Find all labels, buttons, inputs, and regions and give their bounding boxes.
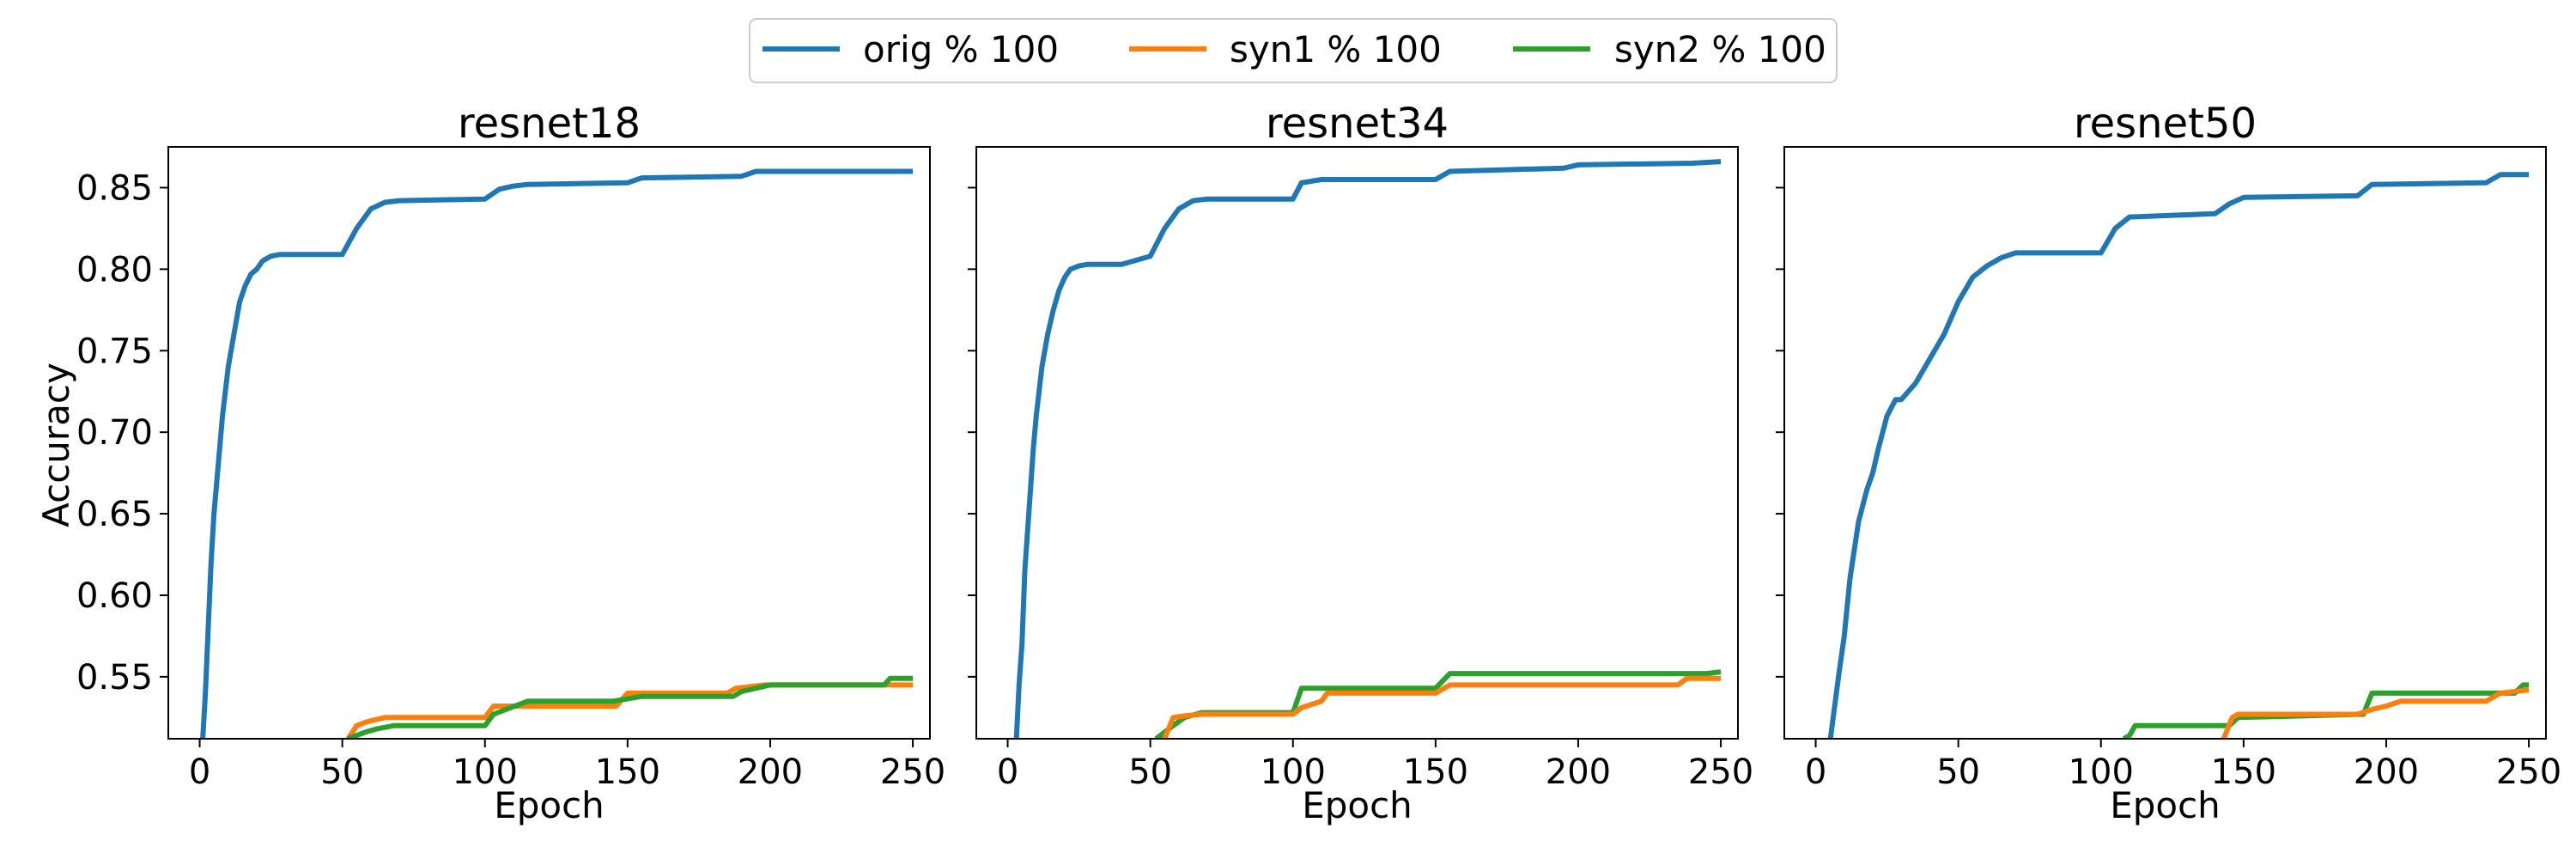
panel-resnet34: 0 50 100 150 200 250 resnet34 Epoch	[968, 100, 1753, 826]
x-tick-label: 50	[1936, 752, 1980, 792]
series-line-syn1	[1162, 675, 1722, 739]
x-tick-label: 200	[2354, 752, 2419, 792]
legend-label-syn2: syn2 % 100	[1614, 28, 1826, 70]
y-axis-title: Accuracy	[35, 362, 77, 527]
x-tick-label: 0	[189, 752, 210, 792]
series-line-syn1	[2221, 687, 2530, 739]
x-tick-label: 50	[320, 752, 364, 792]
x-tick-label: 250	[880, 752, 945, 792]
series-line-orig	[200, 168, 914, 739]
x-tick-label: 0	[997, 752, 1018, 792]
plot-frame	[975, 146, 1739, 740]
x-tick-label: 100	[2069, 752, 2134, 792]
x-tick-label: 150	[2211, 752, 2276, 792]
panel-title: resnet34	[1266, 100, 1449, 148]
legend-label-orig: orig % 100	[863, 28, 1059, 70]
x-tick-label: 100	[1261, 752, 1326, 792]
y-tick-label: 0.55	[76, 658, 153, 698]
legend-label-syn1: syn1 % 100	[1230, 28, 1442, 70]
panel-resnet50: 0 50 100 150 200 250 resnet50 Epoch	[1776, 100, 2561, 826]
x-tick-label: 150	[595, 752, 660, 792]
x-axis-title: Epoch	[2110, 784, 2221, 826]
y-tick-label: 0.65	[76, 495, 153, 534]
y-tick-label: 0.85	[76, 168, 153, 208]
x-tick-label: 50	[1128, 752, 1172, 792]
panel-resnet18: 0 50 100 150 200 250 0.55 0.60 0.65 0.70 0.75 0.80 0…	[76, 100, 945, 826]
x-tick-label: 150	[1403, 752, 1468, 792]
x-tick-label: 200	[738, 752, 803, 792]
panel-title: resnet18	[458, 100, 641, 148]
plot-frame	[1783, 146, 2547, 740]
x-tick-label: 250	[1688, 752, 1753, 792]
y-tick-label: 0.60	[76, 576, 153, 616]
series-line-syn2	[1154, 669, 1722, 739]
y-tick-label: 0.80	[76, 250, 153, 289]
x-tick-label: 0	[1805, 752, 1826, 792]
x-tick-label: 250	[2496, 752, 2561, 792]
x-tick-label: 100	[453, 752, 518, 792]
x-axis-title: Epoch	[1302, 784, 1413, 826]
plot-frame	[167, 146, 931, 740]
y-tick-label: 0.70	[76, 413, 153, 453]
series-line-syn1	[345, 682, 914, 739]
panel-title: resnet50	[2074, 100, 2257, 148]
panels: 0 50 100 150 200 250 0.55 0.60 0.65 0.70 0.75 0.80 0…	[76, 100, 2561, 826]
legend-frame	[749, 18, 1838, 83]
x-tick-label: 200	[1546, 752, 1611, 792]
series-line-orig	[1827, 172, 2530, 739]
legend: orig % 100 syn1 % 100 syn2 % 100	[749, 18, 1838, 83]
series-line-syn2	[347, 675, 914, 739]
y-tick-label: 0.75	[76, 332, 153, 371]
x-axis-title: Epoch	[494, 784, 605, 826]
series-line-orig	[1013, 159, 1722, 739]
